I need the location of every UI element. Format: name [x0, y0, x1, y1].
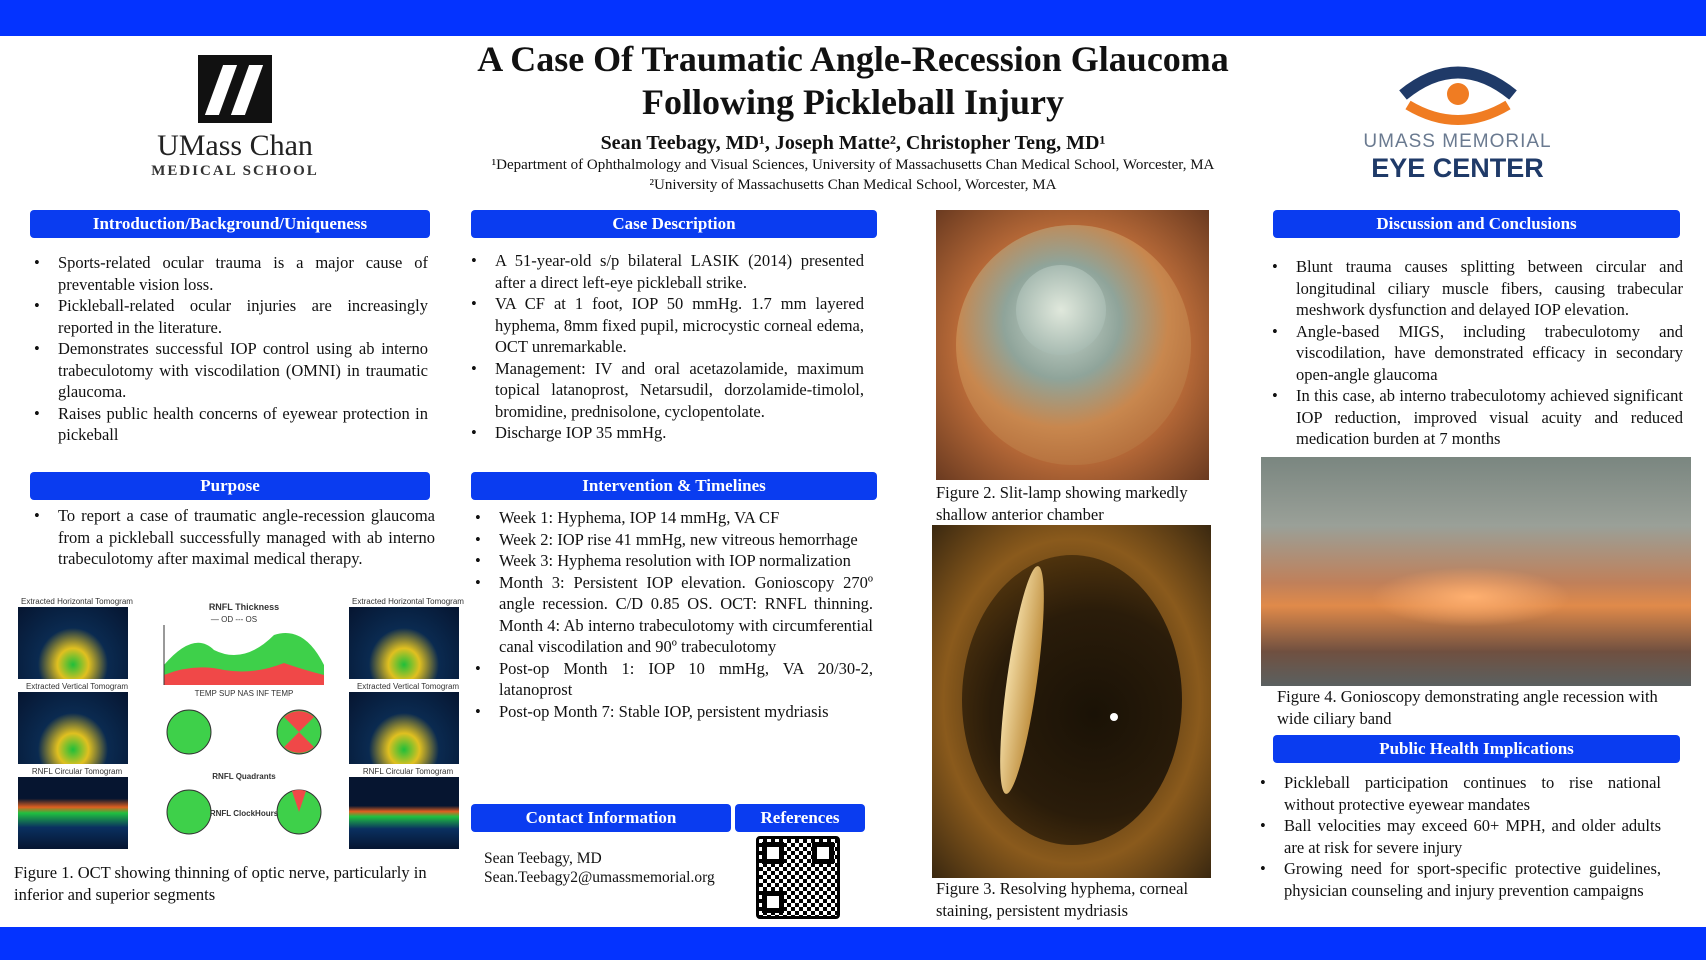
- list-item: Demonstrates successful IOP control usin…: [30, 338, 428, 403]
- oct-label: RNFL Circular Tomogram: [362, 767, 454, 776]
- bottom-banner: [0, 927, 1706, 960]
- list-item: Ball velocities may exceed 60+ MPH, and …: [1256, 815, 1661, 858]
- title-block: A Case Of Traumatic Angle-Recession Glau…: [440, 38, 1266, 194]
- figure4-gonioscopy-image: [1261, 457, 1691, 686]
- list-item: Post-op Month 1: IOP 10 mmHg, VA 20/30-2…: [471, 658, 873, 701]
- list-item: Week 1: Hyphema, IOP 14 mmHg, VA CF: [471, 507, 873, 529]
- oct-label: RNFL Quadrants: [212, 772, 276, 781]
- oct-scan: [18, 607, 128, 679]
- intervention-list: Week 1: Hyphema, IOP 14 mmHg, VA CF Week…: [471, 507, 873, 722]
- affiliation-1: ¹Department of Ophthalmology and Visual …: [491, 157, 1215, 173]
- list-item: Angle-based MIGS, including trabeculotom…: [1268, 321, 1683, 386]
- logo-sub: MEDICAL SCHOOL: [151, 163, 319, 179]
- list-item: Pickleball participation continues to ri…: [1256, 772, 1661, 815]
- oct-label: Extracted Vertical Tomogram: [25, 682, 129, 691]
- logo-name: UMass Chan: [157, 129, 313, 162]
- list-item: Pickleball-related ocular injuries are i…: [30, 295, 428, 338]
- figure1-caption: Figure 1. OCT showing thinning of optic …: [14, 863, 427, 904]
- references-heading[interactable]: References: [735, 804, 865, 832]
- discussion-heading: Discussion and Conclusions: [1273, 210, 1680, 238]
- figure3-hyphema-image: [932, 525, 1211, 878]
- case-heading: Case Description: [471, 210, 877, 238]
- contact-name: Sean Teebagy, MD: [484, 850, 602, 867]
- oct-label: Extracted Vertical Tomogram: [356, 682, 460, 691]
- list-item: A 51-year-old s/p bilateral LASIK (2014)…: [467, 250, 864, 293]
- list-item: Week 2: IOP rise 41 mmHg, new vitreous h…: [471, 529, 873, 551]
- figure2-slit-lamp-image: [936, 210, 1209, 480]
- public-health-heading: Public Health Implications: [1273, 735, 1680, 763]
- list-item: Discharge IOP 35 mmHg.: [467, 422, 864, 444]
- public-health-list: Pickleball participation continues to ri…: [1256, 772, 1661, 901]
- oct-label: Extracted Horizontal Tomogram: [352, 597, 464, 606]
- case-list: A 51-year-old s/p bilateral LASIK (2014)…: [467, 250, 864, 444]
- logo-line1: UMASS MEMORIAL: [1363, 131, 1552, 152]
- oct-label: RNFL ClockHours: [209, 809, 279, 818]
- oct-scan: [349, 692, 459, 764]
- oct-scan: [349, 777, 459, 849]
- affiliation-2: ²University of Massachusetts Chan Medica…: [649, 177, 1057, 193]
- logo-line2: EYE CENTER: [1371, 153, 1544, 183]
- figure1-oct-image: Extracted Horizontal Tomogram Extracted …: [14, 597, 464, 852]
- title-line2: Following Pickleball Injury: [641, 82, 1065, 122]
- intro-heading: Introduction/Background/Uniqueness: [30, 210, 430, 238]
- contact-heading: Contact Information: [471, 804, 731, 832]
- intro-list: Sports-related ocular trauma is a major …: [30, 252, 428, 446]
- list-item: VA CF at 1 foot, IOP 50 mmHg. 1.7 mm lay…: [467, 293, 864, 358]
- oct-label: RNFL Thickness: [208, 602, 280, 612]
- oct-label: — OD --- OS: [210, 615, 258, 624]
- list-item: Sports-related ocular trauma is a major …: [30, 252, 428, 295]
- eye-logo-mark: [1398, 66, 1517, 125]
- umass-logo-mark: [198, 55, 272, 123]
- list-item: Management: IV and oral acetazolamide, m…: [467, 358, 864, 423]
- list-item: Raises public health concerns of eyewear…: [30, 403, 428, 446]
- rnfl-quadrant-charts: [166, 709, 322, 835]
- list-item: In this case, ab interno trabeculotomy a…: [1268, 385, 1683, 450]
- list-item: To report a case of traumatic angle-rece…: [30, 505, 435, 570]
- eye-center-logo: UMASS MEMORIAL EYE CENTER: [1350, 60, 1565, 184]
- purpose-heading: Purpose: [30, 472, 430, 500]
- umass-chan-logo: UMass Chan MEDICAL SCHOOL: [140, 55, 330, 180]
- figure3-caption: Figure 3. Resolving hyphema, corneal sta…: [936, 879, 1189, 920]
- contact-email[interactable]: Sean.Teebagy2@umassmemorial.org: [484, 869, 715, 886]
- oct-label: Extracted Horizontal Tomogram: [21, 597, 133, 606]
- oct-label: TEMP SUP NAS INF TEMP: [194, 689, 294, 698]
- top-banner: [0, 0, 1706, 36]
- oct-scan: [18, 692, 128, 764]
- list-item: Blunt trauma causes splitting between ci…: [1268, 256, 1683, 321]
- references-qr-code[interactable]: [756, 836, 840, 919]
- rnfl-thickness-graph: [163, 625, 324, 685]
- purpose-list: To report a case of traumatic angle-rece…: [30, 505, 435, 570]
- oct-label: RNFL Circular Tomogram: [31, 767, 123, 776]
- title-line1: A Case Of Traumatic Angle-Recession Glau…: [477, 39, 1229, 79]
- list-item: Growing need for sport-specific protecti…: [1256, 858, 1661, 901]
- discussion-list: Blunt trauma causes splitting between ci…: [1268, 256, 1683, 450]
- intervention-heading: Intervention & Timelines: [471, 472, 877, 500]
- authors: Sean Teebagy, MD¹, Joseph Matte², Christ…: [600, 132, 1106, 154]
- figure4-caption: Figure 4. Gonioscopy demonstrating angle…: [1277, 687, 1658, 728]
- figure2-caption: Figure 2. Slit-lamp showing markedly sha…: [936, 483, 1188, 524]
- list-item: Post-op Month 7: Stable IOP, persistent …: [471, 701, 873, 723]
- list-item: Month 3: Persistent IOP elevation. Gonio…: [471, 572, 873, 658]
- oct-scan: [18, 777, 128, 849]
- oct-scan: [349, 607, 459, 679]
- list-item: Week 3: Hyphema resolution with IOP norm…: [471, 550, 873, 572]
